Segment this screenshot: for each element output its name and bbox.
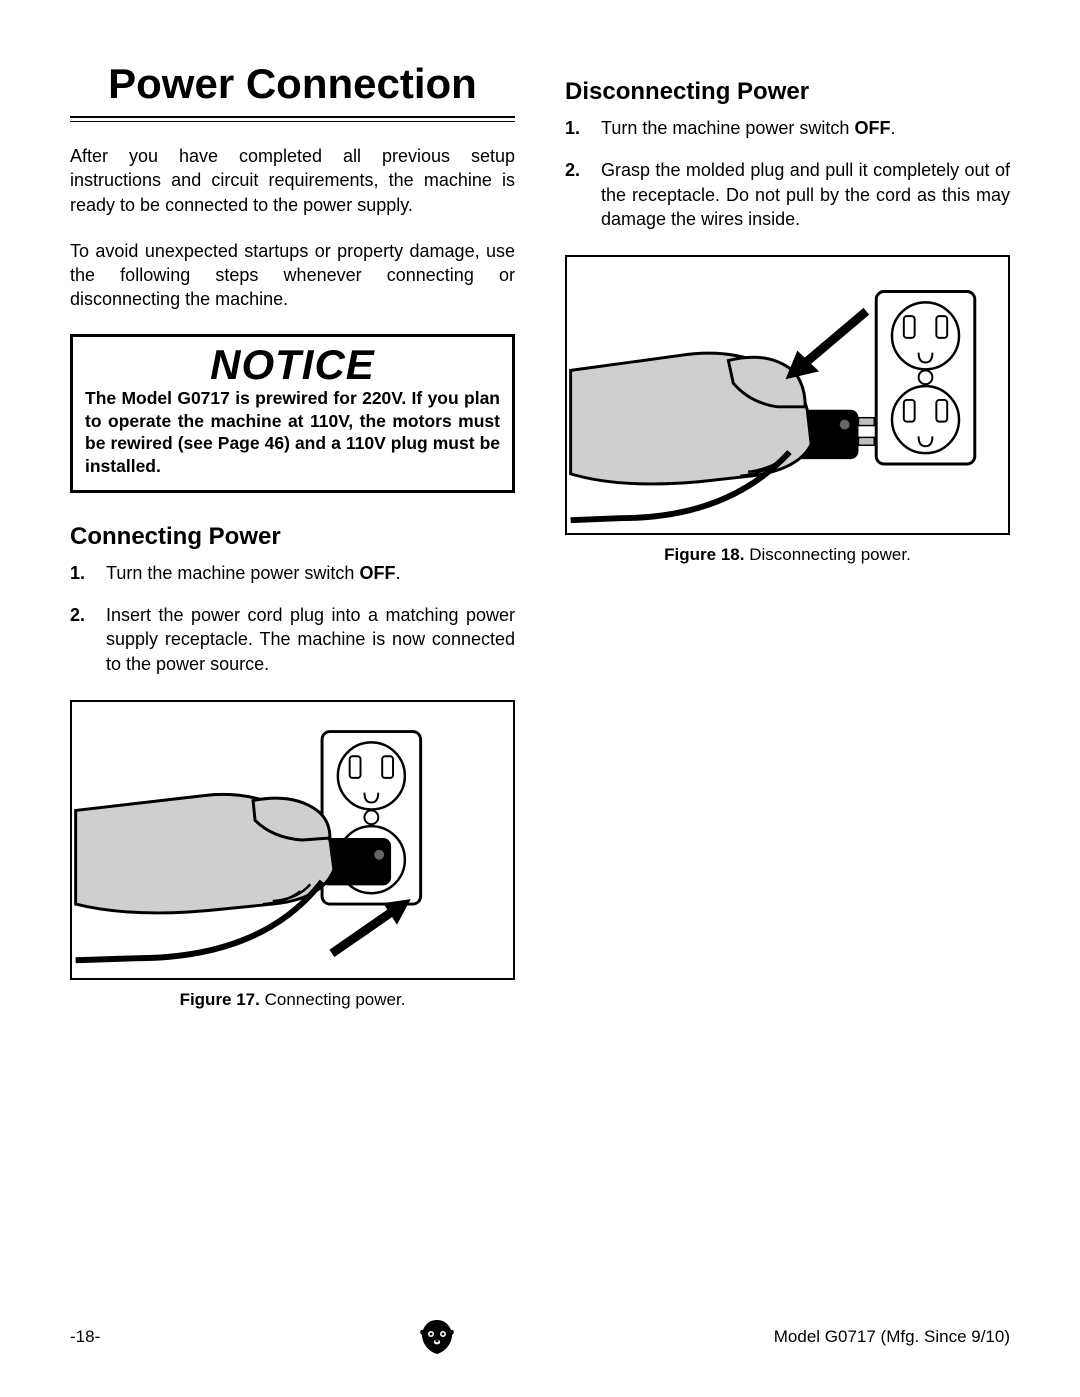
step-text: Turn the machine power switch xyxy=(106,563,359,583)
page-title: Power Connection xyxy=(70,60,515,108)
connecting-steps-list: Turn the machine power switch OFF. Inser… xyxy=(70,561,515,676)
disconnecting-power-heading: Disconnecting Power xyxy=(565,78,1010,106)
intro-paragraph-2: To avoid unexpected startups or property… xyxy=(70,239,515,312)
page-number: -18- xyxy=(70,1327,100,1347)
step-text: Turn the machine power switch xyxy=(601,118,854,138)
step-post: . xyxy=(890,118,895,138)
manual-page: Power Connection After you have complete… xyxy=(0,0,1080,1397)
step-text: Grasp the molded plug and pull it comple… xyxy=(601,160,1010,229)
disconnecting-steps-list: Turn the machine power switch OFF. Grasp… xyxy=(565,116,1010,231)
figure-18-label: Figure 18. xyxy=(664,545,744,564)
step-bold: OFF xyxy=(359,563,395,583)
notice-title: NOTICE xyxy=(85,343,500,387)
notice-text: The Model G0717 is prewired for 220V. If… xyxy=(85,387,500,478)
connecting-step-1: Turn the machine power switch OFF. xyxy=(70,561,515,585)
step-post: . xyxy=(395,563,400,583)
figure-18-illustration xyxy=(565,255,1010,535)
figure-17-caption-text: Connecting power. xyxy=(260,990,406,1009)
figure-18-caption: Figure 18. Disconnecting power. xyxy=(565,545,1010,565)
connecting-power-svg xyxy=(72,702,513,978)
notice-box: NOTICE The Model G0717 is prewired for 2… xyxy=(70,334,515,493)
disconnecting-step-2: Grasp the molded plug and pull it comple… xyxy=(565,158,1010,231)
grizzly-bear-logo-icon xyxy=(417,1317,457,1357)
disconnecting-step-1: Turn the machine power switch OFF. xyxy=(565,116,1010,140)
figure-17-label: Figure 17. xyxy=(180,990,260,1009)
two-column-layout: Power Connection After you have complete… xyxy=(70,60,1010,1010)
intro-paragraph-1: After you have completed all previous se… xyxy=(70,144,515,217)
figure-17-caption: Figure 17. Connecting power. xyxy=(70,990,515,1010)
connecting-step-2: Insert the power cord plug into a matchi… xyxy=(70,603,515,676)
step-text: Insert the power cord plug into a matchi… xyxy=(106,605,515,674)
left-column: Power Connection After you have complete… xyxy=(70,60,515,1010)
figure-18-caption-text: Disconnecting power. xyxy=(744,545,910,564)
right-column: Disconnecting Power Turn the machine pow… xyxy=(565,60,1010,1010)
title-rule xyxy=(70,116,515,122)
figure-17-illustration xyxy=(70,700,515,980)
page-footer: -18- Model G0717 (Mfg. Since 9/10) xyxy=(70,1317,1010,1357)
disconnecting-power-svg xyxy=(567,257,1008,533)
connecting-power-heading: Connecting Power xyxy=(70,523,515,551)
step-bold: OFF xyxy=(854,118,890,138)
model-info: Model G0717 (Mfg. Since 9/10) xyxy=(774,1327,1010,1347)
